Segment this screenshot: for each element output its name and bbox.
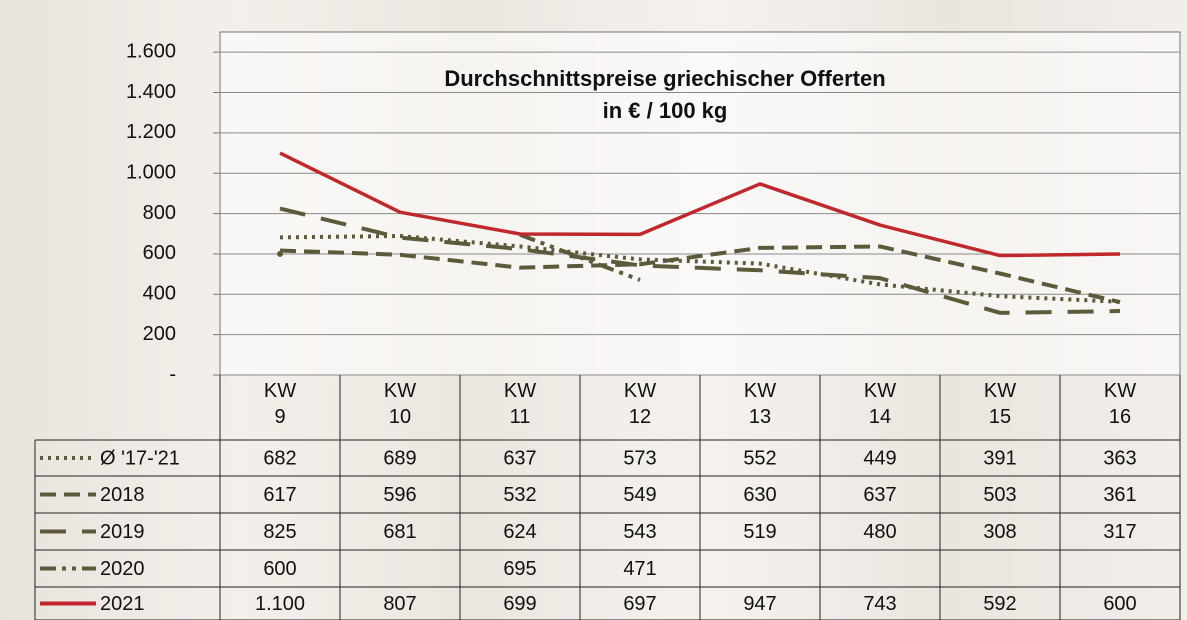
- x-tick-label-text: KW 15: [983, 378, 1017, 430]
- table-cell: 391: [983, 447, 1016, 469]
- chart-title: Durchschnittspreise griechischer Offerte…: [444, 66, 885, 91]
- table-cell: 363: [1103, 447, 1136, 469]
- table-cell: 681: [383, 521, 416, 543]
- table-cell: 600: [263, 558, 296, 580]
- x-tick-label: KW 12: [580, 378, 700, 438]
- table-cell: 573: [623, 447, 656, 469]
- page: Durchschnittspreise griechischer Offerte…: [0, 0, 1187, 620]
- x-tick-label-text: KW 10: [383, 378, 417, 430]
- table-cell: 697: [623, 593, 656, 615]
- y-tick-label: 1.400: [126, 81, 176, 103]
- table-cell: 519: [743, 521, 776, 543]
- table-cell: 825: [263, 521, 296, 543]
- table-cell: 592: [983, 593, 1016, 615]
- table-cell: 637: [863, 484, 896, 506]
- x-tick-label-text: KW 9: [263, 378, 297, 430]
- y-tick-label: 800: [143, 202, 176, 224]
- legend-label: 2021: [100, 593, 145, 615]
- x-tick-label: KW 14: [820, 378, 940, 438]
- table-cell: 549: [623, 484, 656, 506]
- legend-label: 2019: [100, 521, 145, 543]
- y-tick-label: 600: [143, 242, 176, 264]
- x-tick-label: KW 13: [700, 378, 820, 438]
- table-cell: 624: [503, 521, 536, 543]
- table-cell: 947: [743, 593, 776, 615]
- x-tick-label: KW 10: [340, 378, 460, 438]
- table-cell: 807: [383, 593, 416, 615]
- table-cell: 695: [503, 558, 536, 580]
- table-cell: 503: [983, 484, 1016, 506]
- x-tick-label-text: KW 12: [623, 378, 657, 430]
- y-tick-label: -: [169, 363, 176, 385]
- y-tick-label: 200: [143, 323, 176, 345]
- table-cell: 689: [383, 447, 416, 469]
- y-tick-label: 1.000: [126, 162, 176, 184]
- table-cell: 449: [863, 447, 896, 469]
- table-cell: 532: [503, 484, 536, 506]
- x-tick-label: KW 9: [220, 378, 340, 438]
- x-tick-label-text: KW 16: [1103, 378, 1137, 430]
- x-tick-label-text: KW 14: [863, 378, 897, 430]
- legend-label: Ø '17-'21: [100, 447, 180, 469]
- x-tick-label: KW 11: [460, 378, 580, 438]
- table-cell: 617: [263, 484, 296, 506]
- table-cell: 699: [503, 593, 536, 615]
- chart-subtitle: in € / 100 kg: [603, 98, 728, 123]
- x-tick-label: KW 16: [1060, 378, 1180, 438]
- legend-label: 2020: [100, 558, 145, 580]
- legend-label: 2018: [100, 484, 145, 506]
- table-cell: 682: [263, 447, 296, 469]
- table-cell: 1.100: [255, 593, 305, 615]
- table-cell: 480: [863, 521, 896, 543]
- chart: Durchschnittspreise griechischer Offerte…: [0, 0, 1187, 620]
- table-cell: 361: [1103, 484, 1136, 506]
- x-tick-label-text: KW 13: [743, 378, 777, 430]
- table-cell: 596: [383, 484, 416, 506]
- table-cell: 637: [503, 447, 536, 469]
- x-tick-label: KW 15: [940, 378, 1060, 438]
- y-tick-label: 1.200: [126, 121, 176, 143]
- table-cell: 630: [743, 484, 776, 506]
- table-cell: 308: [983, 521, 1016, 543]
- table-cell: 543: [623, 521, 656, 543]
- table-cell: 317: [1103, 521, 1136, 543]
- y-tick-label: 400: [143, 283, 176, 305]
- table-cell: 471: [623, 558, 656, 580]
- table-cell: 552: [743, 447, 776, 469]
- table-cell: 600: [1103, 593, 1136, 615]
- y-tick-label: 1.600: [126, 40, 176, 62]
- table-cell: 743: [863, 593, 896, 615]
- x-tick-label-text: KW 11: [503, 378, 537, 430]
